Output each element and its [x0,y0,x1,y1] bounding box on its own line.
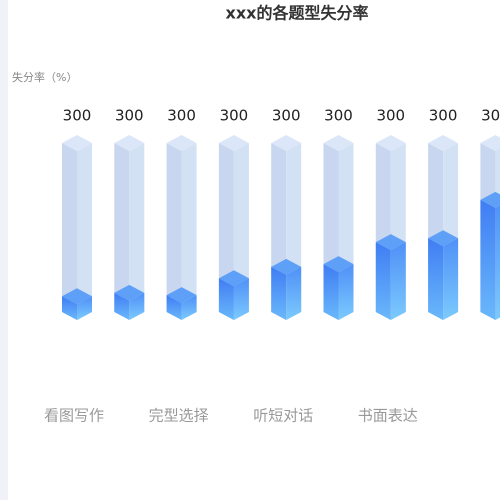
bar-right-face [443,238,459,320]
bar-top-face [271,258,302,275]
y-axis-label: 失分率（%） [12,70,77,84]
bar-left-face [218,278,234,320]
x-tick-label: 书面表达 [358,407,418,425]
chart-title: xxx的各题型失分率 [226,4,369,23]
background-bar [166,135,197,320]
bar-right-face [181,143,197,320]
bar [114,284,145,320]
bar-right-face [495,205,500,320]
bar-left-face [166,295,182,320]
bar-left-face [62,296,77,320]
bar-right-face [129,292,145,320]
x-tick-label: 看图写作 [44,407,104,425]
background-bar [114,135,145,320]
background-bar [62,135,92,320]
bar-top-face [480,135,500,151]
bar-right-face [129,143,145,320]
bar-top-face [218,270,249,287]
data-label: 300 [167,107,196,125]
bar-right-face [77,143,92,320]
bar-top-face [62,288,92,305]
bar-top-face [428,230,459,247]
bar-top-face [323,135,354,151]
bar-left-face [480,199,496,320]
data-label: 300 [324,107,353,125]
bar-top-face [218,135,249,151]
bar-top-face [323,256,354,273]
data-label: 300 [376,107,405,125]
bar-top-face [375,135,406,151]
data-label: 300 [429,107,458,125]
bar-left-face [62,143,77,320]
bar-left-face [114,292,130,320]
bar-top-face [166,135,197,151]
bar [480,191,500,320]
data-label: 300 [115,107,144,125]
bar-right-face [390,242,406,320]
bar-right-face [338,264,354,320]
bar-top-face [271,135,302,151]
bar [218,270,249,320]
bar-left-face [114,143,130,320]
data-label: 300 [481,107,500,125]
data-label: 300 [220,107,249,125]
bar-top-face [166,287,197,304]
x-tick-label: 听短对话 [253,407,313,425]
bar-top-face [375,234,406,251]
bar-right-face [77,296,92,320]
bar-left-face [166,143,182,320]
bar-top-face [480,191,500,208]
bar-left-face [271,266,287,320]
bar-top-face [428,135,459,151]
bar-top-face [114,284,145,301]
bar [428,230,459,320]
bar [271,258,302,320]
data-label: 300 [272,107,301,125]
bar-right-face [286,266,302,320]
bar-right-face [233,278,249,320]
bar-left-face [428,238,444,320]
bar-right-face [181,295,197,320]
bar [62,288,92,320]
bar-left-face [323,264,339,320]
bar-left-face [375,242,391,320]
data-label: 300 [63,107,92,125]
bar [166,287,197,320]
x-tick-label: 完型选择 [149,407,209,425]
bar-top-face [114,135,145,151]
bar [375,234,406,320]
bar [323,256,354,320]
bar-top-face [62,135,92,151]
side-strip [0,0,8,500]
